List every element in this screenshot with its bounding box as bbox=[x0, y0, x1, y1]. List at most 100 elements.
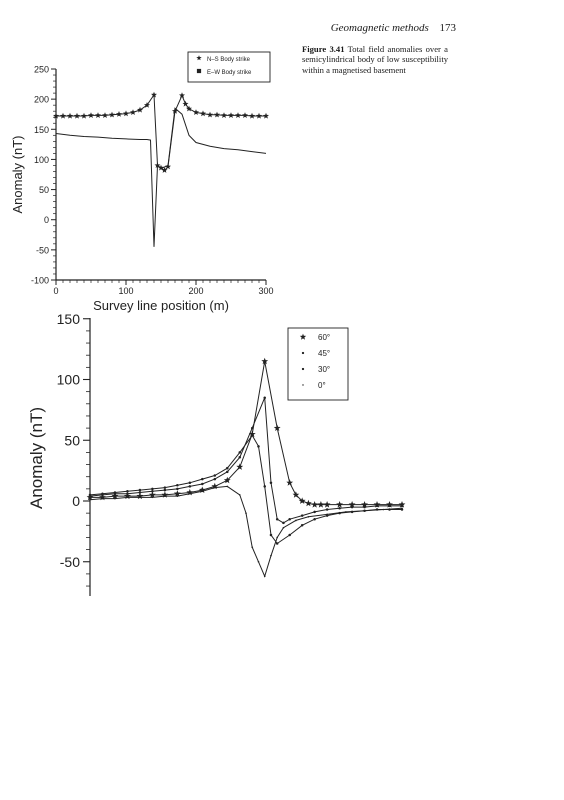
legend-label: 30° bbox=[318, 365, 330, 374]
dot-marker bbox=[301, 367, 305, 371]
star-marker bbox=[256, 112, 262, 119]
dot-marker bbox=[151, 487, 154, 491]
y-tick-label: 250 bbox=[34, 65, 49, 75]
star-marker bbox=[124, 492, 131, 500]
star-marker bbox=[292, 491, 300, 498]
dot-marker bbox=[138, 491, 142, 494]
y-tick-label: 50 bbox=[64, 432, 80, 448]
dot-marker bbox=[257, 445, 260, 448]
star-marker bbox=[102, 112, 108, 118]
y-tick-label: 150 bbox=[34, 125, 49, 135]
dot-marker bbox=[263, 575, 266, 578]
figure-caption: Figure 3.41 Total field anomalies over a… bbox=[302, 44, 448, 75]
dot-marker bbox=[163, 488, 167, 492]
star-marker bbox=[214, 111, 220, 118]
star-marker bbox=[228, 112, 234, 118]
star-marker bbox=[149, 491, 156, 498]
star-marker bbox=[123, 110, 129, 117]
star-marker bbox=[173, 490, 181, 497]
star-marker bbox=[336, 501, 343, 508]
dot-marker bbox=[245, 512, 247, 514]
dot-marker bbox=[263, 485, 266, 488]
y-tick-label: 50 bbox=[39, 185, 49, 195]
dot-marker bbox=[275, 542, 279, 545]
series-line bbox=[56, 93, 266, 171]
dot-marker bbox=[275, 517, 279, 521]
legend-label: 0° bbox=[318, 381, 326, 390]
star-marker bbox=[186, 488, 194, 496]
x-tick-label: 100 bbox=[118, 286, 133, 296]
legend-box bbox=[287, 327, 349, 401]
page-number: 173 bbox=[439, 22, 457, 34]
star-marker bbox=[248, 430, 256, 438]
dot-marker bbox=[151, 490, 154, 493]
star-marker bbox=[53, 112, 59, 119]
dot-marker bbox=[226, 466, 229, 470]
legend-label: 45° bbox=[318, 349, 330, 358]
dot-marker bbox=[201, 477, 204, 481]
star-marker bbox=[151, 91, 157, 98]
dot-marker bbox=[126, 496, 129, 499]
dot-marker bbox=[163, 486, 167, 489]
chart-1: -100 -50 0 50 100 150 200 250 0 100 200 300 Survey l… bbox=[10, 51, 274, 313]
star-marker bbox=[299, 333, 307, 340]
dot-marker bbox=[282, 526, 285, 529]
star-marker bbox=[193, 109, 199, 115]
dot-marker bbox=[401, 507, 403, 510]
series-1 bbox=[53, 91, 269, 173]
y-tick-label: -50 bbox=[36, 245, 49, 255]
dot-marker bbox=[270, 554, 272, 557]
dot-marker bbox=[238, 456, 242, 459]
dot-marker bbox=[288, 517, 291, 521]
dot-marker bbox=[250, 434, 254, 437]
dot-marker bbox=[126, 490, 129, 493]
star-marker bbox=[261, 357, 269, 365]
series-2 bbox=[55, 107, 267, 247]
dot-marker bbox=[326, 513, 328, 516]
y-axis-label: Anomaly (nT) bbox=[10, 135, 25, 213]
dot-marker bbox=[307, 515, 310, 518]
y-tick-label: -50 bbox=[60, 554, 80, 570]
dot-marker bbox=[300, 514, 304, 517]
dot-marker bbox=[276, 536, 279, 539]
series-line bbox=[89, 397, 402, 524]
dot-marker bbox=[300, 524, 304, 527]
star-marker bbox=[223, 476, 231, 484]
series-2 bbox=[88, 396, 404, 525]
y-tick-label: 100 bbox=[34, 155, 49, 165]
dot-marker bbox=[295, 519, 297, 522]
dot-marker bbox=[338, 507, 341, 510]
dot-marker bbox=[250, 426, 254, 430]
dot-marker bbox=[363, 505, 366, 509]
dot-marker bbox=[251, 546, 254, 548]
star-marker bbox=[60, 112, 66, 119]
dot-marker bbox=[400, 504, 404, 508]
series-line bbox=[89, 485, 403, 578]
x-tick-label: 200 bbox=[188, 286, 203, 296]
dot-marker bbox=[282, 521, 285, 525]
dot-marker bbox=[388, 504, 391, 508]
star-marker bbox=[67, 112, 73, 119]
dot-marker bbox=[176, 487, 179, 491]
dot-marker bbox=[101, 497, 104, 500]
dot-marker bbox=[114, 497, 116, 500]
x-axis-label: Survey line position (m) bbox=[93, 298, 229, 313]
dot-marker bbox=[400, 508, 404, 511]
star-marker bbox=[298, 497, 306, 504]
dot-marker bbox=[263, 396, 266, 399]
dot-marker bbox=[350, 505, 354, 509]
star-marker bbox=[242, 112, 248, 118]
dot-marker bbox=[188, 481, 192, 485]
star-marker bbox=[348, 501, 356, 508]
x-tick-label: 300 bbox=[258, 286, 273, 296]
dot-marker bbox=[201, 482, 204, 486]
dot-marker bbox=[382, 508, 385, 511]
star-marker bbox=[161, 167, 168, 173]
star-marker bbox=[161, 491, 169, 498]
star-marker bbox=[109, 111, 115, 118]
star-marker bbox=[263, 112, 269, 119]
dot-marker bbox=[213, 477, 217, 481]
y-tick-label: 100 bbox=[57, 372, 81, 388]
legend: N–S Body strike E–W Body strike bbox=[187, 51, 271, 83]
star-marker bbox=[235, 112, 241, 118]
